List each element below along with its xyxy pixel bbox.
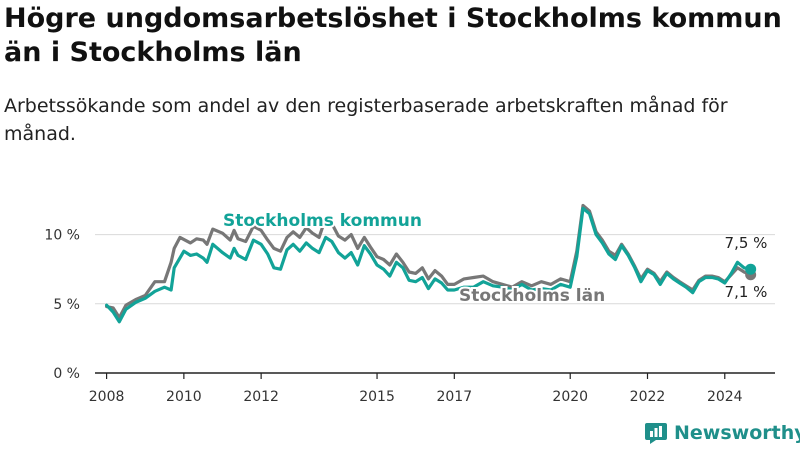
x-axis-ticks: 2008 2010 2012 2015 2017 2020 2022 2024 — [89, 373, 743, 405]
end-label-stockholms-kommun: 7,5 % — [725, 234, 768, 252]
series-lines — [105, 203, 757, 324]
x-tick-label: 2010 — [166, 389, 202, 405]
y-tick-label: 5 % — [53, 297, 80, 313]
series-label-stockholms-lan: Stockholms län — [459, 286, 605, 306]
series-labels: Stockholms kommun Stockholms län 7,5 % 7… — [221, 209, 768, 308]
series-line-stockholms-kommun — [105, 206, 753, 324]
x-tick-label: 2024 — [707, 389, 743, 405]
x-tick-label: 2015 — [359, 389, 395, 405]
series-end-point-stockholms-kommun — [745, 263, 757, 275]
brand-name: Newsworthy — [674, 422, 800, 444]
grid-lines — [95, 234, 775, 305]
x-tick-label: 2020 — [552, 389, 588, 405]
x-tick-label: 2017 — [436, 389, 472, 405]
x-tick-label: 2012 — [243, 389, 279, 405]
y-tick-label: 0 % — [53, 366, 80, 382]
series-label-stockholms-kommun: Stockholms kommun — [223, 211, 422, 231]
brand-logo: Newsworthy — [644, 418, 800, 448]
x-tick-label: 2022 — [630, 389, 666, 405]
chart-subtitle: Arbetssökande som andel av den registerb… — [4, 95, 728, 145]
y-axis-ticks: 0 % 5 % 10 % — [44, 228, 80, 382]
chart-title: Högre ungdomsarbetslöshet i Stockholms k… — [4, 3, 782, 68]
x-tick-label: 2008 — [89, 389, 125, 405]
end-label-stockholms-lan: 7,1 % — [725, 283, 768, 301]
series-line-stockholms-lan — [105, 203, 753, 320]
y-tick-label: 10 % — [44, 228, 80, 244]
bar-chart-icon — [645, 423, 667, 444]
